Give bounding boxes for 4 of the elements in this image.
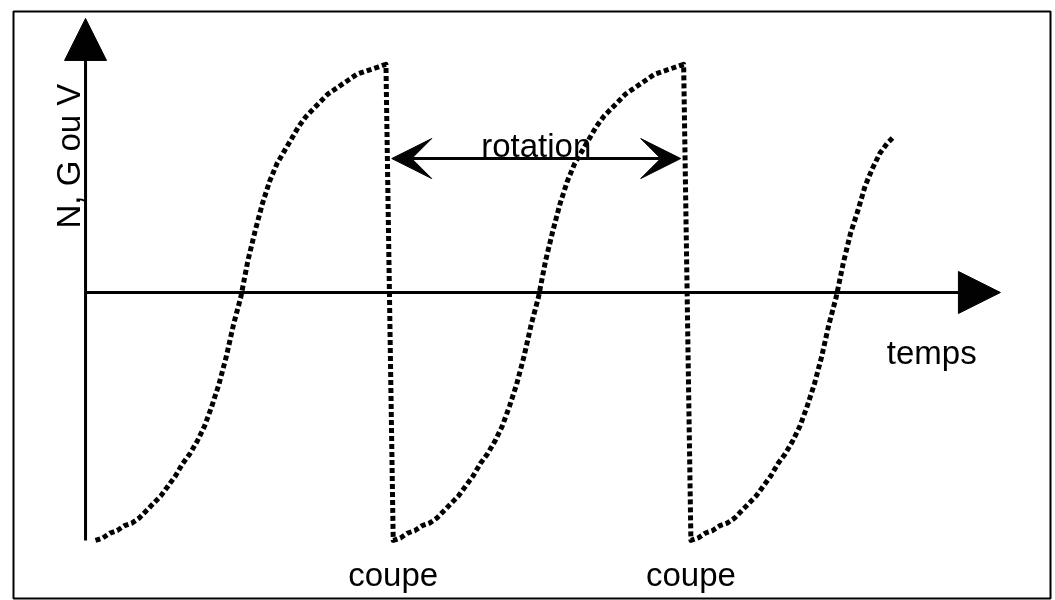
annotation: coupe bbox=[348, 555, 439, 593]
y-axis-title: N, G ou V bbox=[50, 83, 88, 229]
x-axis-title: temps bbox=[886, 333, 977, 371]
annotation: coupe bbox=[645, 555, 736, 593]
